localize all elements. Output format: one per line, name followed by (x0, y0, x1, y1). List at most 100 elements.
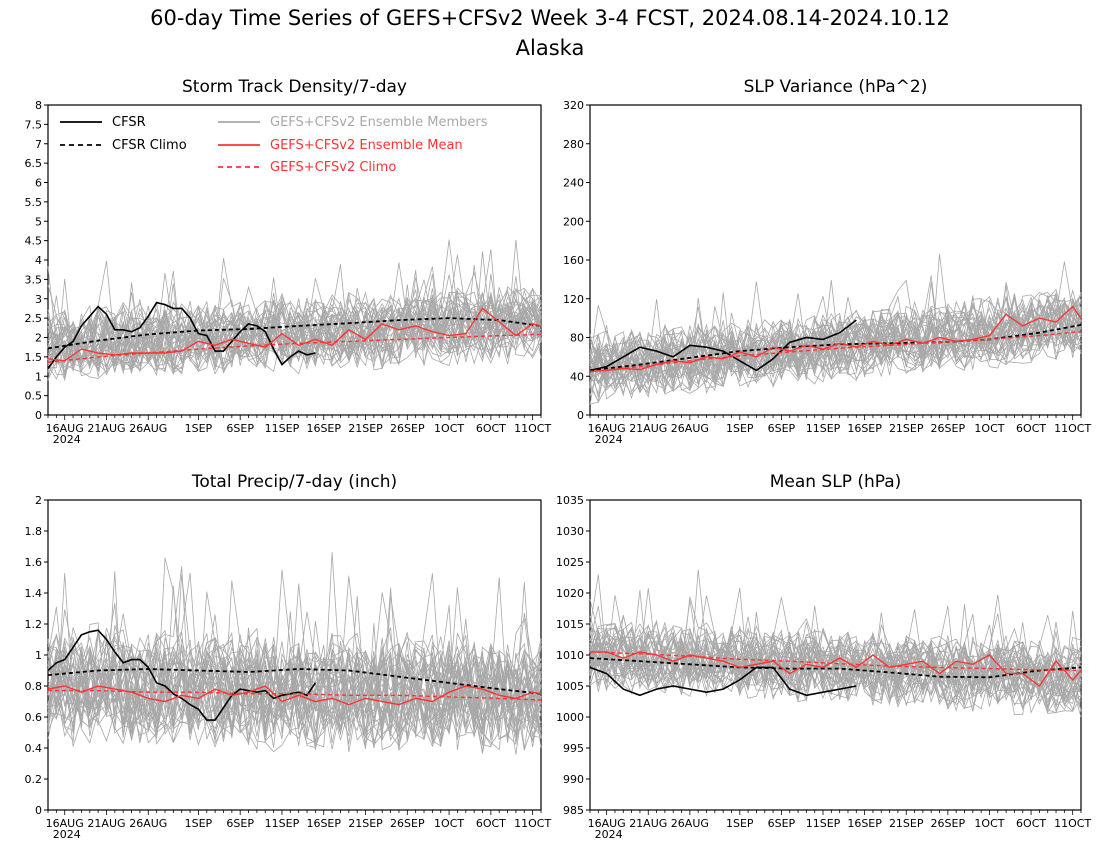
legend: CFSR CFSR Climo GEFS+CFSv2 Ensemble Member… (60, 115, 488, 175)
y-tick-label: 240 (563, 177, 584, 190)
y-tick-label: 160 (563, 254, 584, 267)
series-line-cfsr-climo (47, 317, 542, 350)
x-tick-label: 6SEP (768, 817, 796, 830)
y-tick-label: 1.4 (25, 587, 43, 600)
series-line-ens-mean (47, 685, 542, 706)
y-tick-label: 5.5 (25, 196, 43, 209)
series-line-cfsr (589, 319, 857, 372)
series-line-gefs-climo (589, 651, 1082, 672)
x-tick-label: 16SEP (306, 817, 341, 830)
x-tick-label: 16AUG (588, 422, 626, 435)
ensemble-member-line (589, 298, 1082, 385)
x-tick-label: 11OCT (514, 817, 551, 830)
x-tick-label: 21SEP (889, 817, 924, 830)
y-tick-label: 0 (577, 409, 584, 422)
y-tick-label: 120 (563, 293, 584, 306)
ensemble-member-line (47, 296, 542, 364)
x-tick-label: 6OCT (1016, 817, 1046, 830)
y-tick-label: 0 (35, 409, 42, 422)
y-tick-label: 1 (35, 649, 42, 662)
ensemble-member-line (47, 239, 542, 363)
x-tick-label: 21SEP (348, 817, 383, 830)
panel-title: Storm Track Density/7-day (182, 77, 407, 97)
x-tick-label: 6SEP (226, 422, 254, 435)
y-tick-label: 0 (35, 804, 42, 817)
y-tick-label: 1.5 (25, 351, 43, 364)
x-tick-label: 1SEP (726, 817, 754, 830)
ensemble-member-line (47, 648, 542, 755)
panel-mean-slp: Mean SLP (hPa) 985 990 995 1000 1005 1010 1015 1… (556, 472, 1091, 841)
y-tick-label: 1030 (556, 525, 584, 538)
ensemble-member-line (47, 307, 542, 380)
ensemble-member-line (589, 569, 1082, 695)
y-tick-label: 6.5 (25, 157, 43, 170)
x-tick-label: 26AUG (129, 817, 167, 830)
y-tick-label: 985 (563, 804, 584, 817)
x-tick-label: 16AUG (588, 817, 626, 830)
x-tick-label: 1SEP (185, 817, 213, 830)
y-tick-label: 0.4 (25, 742, 43, 755)
y-tick-label: 1015 (556, 618, 584, 631)
y-tick-label: 4.5 (25, 235, 43, 248)
ensemble-member-line (47, 251, 542, 365)
x-year-label: 2024 (53, 828, 81, 841)
y-tick-label: 8 (35, 99, 42, 112)
x-tick-label: 16SEP (306, 422, 341, 435)
ensemble-member-line (589, 297, 1082, 387)
series-line-ens-mean (47, 307, 542, 362)
panel-title: Total Precip/7-day (inch) (191, 472, 397, 492)
legend-label-cfsr-climo: CFSR Climo (112, 138, 187, 153)
ensemble-member-line (47, 591, 542, 739)
y-tick-label: 6 (35, 177, 42, 190)
ensemble-members (589, 253, 1082, 405)
y-tick-label: 995 (563, 742, 584, 755)
y-tick-label: 2 (35, 494, 42, 507)
x-tick-label: 16SEP (847, 422, 882, 435)
x-tick-label: 26SEP (390, 817, 425, 830)
y-tick-label: 320 (563, 99, 584, 112)
y-tick-label: 280 (563, 138, 584, 151)
y-tick-label: 2 (35, 332, 42, 345)
x-tick-label: 6SEP (226, 817, 254, 830)
y-tick-label: 2.5 (25, 312, 43, 325)
legend-label-ens-mean: GEFS+CFSv2 Ensemble Mean (270, 138, 463, 153)
ensemble-member-line (589, 599, 1082, 697)
series-line-ens-mean (590, 651, 1082, 688)
y-tick-label: 0.2 (25, 773, 43, 786)
y-tick-label: 0.5 (25, 390, 43, 403)
x-tick-label: 21AUG (87, 422, 125, 435)
ensemble-member-line (589, 622, 1082, 711)
x-tick-label: 21SEP (348, 422, 383, 435)
x-tick-label: 11SEP (806, 817, 841, 830)
x-tick-label: 1OCT (434, 422, 464, 435)
y-tick-label: 1000 (556, 711, 584, 724)
figure-subtitle-region: Alaska (516, 36, 585, 60)
x-tick-label: 11SEP (806, 422, 841, 435)
ensemble-members (47, 552, 542, 755)
panel-slp-variance: SLP Variance (hPa^2) 0 40 80 120 160 200 240 280… (563, 77, 1091, 446)
y-tick-label: 1010 (556, 649, 584, 662)
y-tick-label: 7 (35, 138, 42, 151)
y-tick-label: 1.2 (25, 618, 43, 631)
y-tick-label: 1 (35, 370, 42, 383)
x-tick-label: 21AUG (87, 817, 125, 830)
ensemble-member-line (47, 587, 542, 748)
x-tick-label: 21SEP (889, 422, 924, 435)
x-tick-label: 11SEP (265, 817, 300, 830)
ensemble-member-line (47, 639, 542, 735)
panel-total-precip: Total Precip/7-day (inch)00.20.40.60.811… (25, 472, 552, 841)
x-tick-label: 1OCT (434, 817, 464, 830)
ensemble-member-line (47, 279, 542, 372)
x-tick-label: 11OCT (1054, 422, 1091, 435)
x-tick-label: 11SEP (265, 422, 300, 435)
ensemble-member-line (47, 272, 542, 359)
x-tick-label: 21AUG (629, 817, 667, 830)
x-tick-label: 16AUG (46, 422, 84, 435)
figure-title: 60-day Time Series of GEFS+CFSv2 Week 3-… (150, 6, 950, 30)
x-tick-label: 26SEP (931, 422, 966, 435)
ensemble-member-line (589, 626, 1082, 699)
ensemble-member-line (47, 287, 542, 361)
ensemble-member-line (47, 623, 542, 751)
x-tick-label: 26AUG (671, 422, 709, 435)
